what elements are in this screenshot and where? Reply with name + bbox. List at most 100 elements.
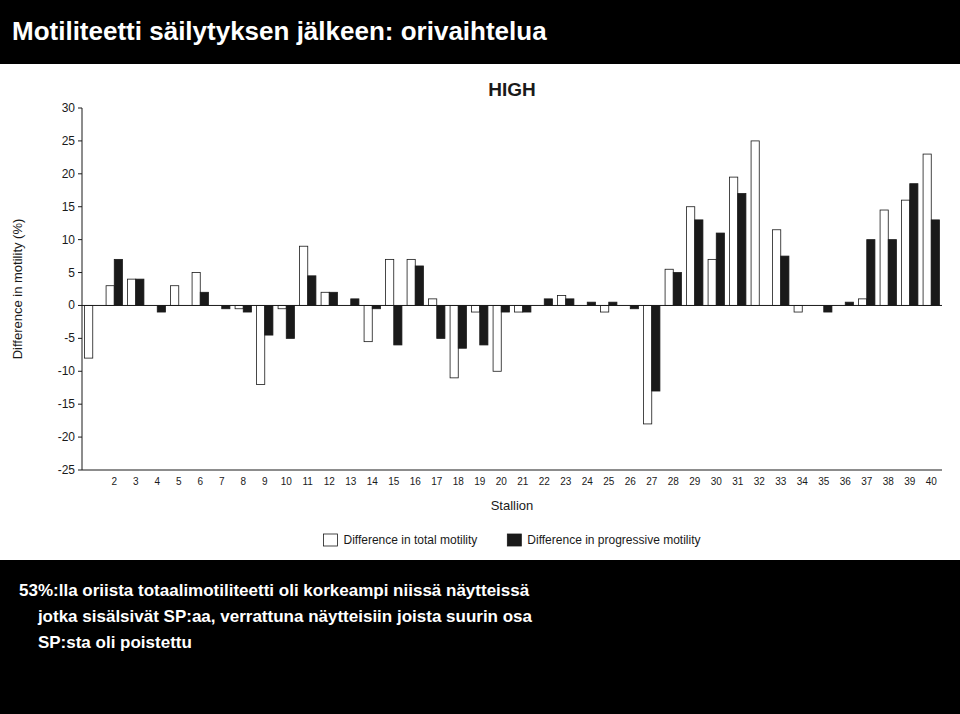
bar xyxy=(566,299,574,306)
x-tick-label: 40 xyxy=(926,476,938,487)
x-tick-label: 21 xyxy=(517,476,529,487)
bar xyxy=(437,305,445,338)
bar xyxy=(781,256,789,305)
x-tick-label: 19 xyxy=(474,476,486,487)
legend-label: Difference in total motility xyxy=(343,533,477,547)
bar xyxy=(493,305,501,371)
bar xyxy=(472,305,480,312)
bar xyxy=(523,305,531,312)
bar xyxy=(644,305,652,423)
x-tick-label: 32 xyxy=(754,476,766,487)
y-tick-label: 25 xyxy=(62,134,76,148)
bar xyxy=(794,305,802,312)
y-tick xyxy=(78,173,82,174)
bar xyxy=(931,220,939,306)
bar xyxy=(730,177,738,305)
x-tick-label: 16 xyxy=(410,476,422,487)
x-tick-label: 28 xyxy=(668,476,680,487)
y-tick xyxy=(78,305,82,306)
bar xyxy=(192,273,200,306)
bar xyxy=(902,200,910,305)
bar xyxy=(329,292,337,305)
y-tick xyxy=(78,206,82,207)
bar xyxy=(652,305,660,391)
x-tick-label: 2 xyxy=(111,476,117,487)
bar xyxy=(407,259,415,305)
bar xyxy=(128,279,136,305)
x-tick-label: 3 xyxy=(133,476,139,487)
legend-swatch xyxy=(323,534,337,546)
bar xyxy=(286,305,294,338)
bar xyxy=(300,246,308,305)
bar xyxy=(450,305,458,377)
bar xyxy=(321,292,329,305)
x-tick-label: 37 xyxy=(861,476,873,487)
bar xyxy=(429,299,437,306)
x-axis-label: Stallion xyxy=(491,498,534,513)
bar xyxy=(386,259,394,305)
x-tick-label: 10 xyxy=(281,476,293,487)
x-tick-label: 15 xyxy=(388,476,400,487)
footer-note: SP:sta oli poistettu xyxy=(19,633,192,652)
legend-swatch xyxy=(507,534,521,546)
bar xyxy=(910,184,918,306)
x-tick-label: 20 xyxy=(496,476,508,487)
bar xyxy=(515,305,523,312)
bar xyxy=(665,269,673,305)
bar xyxy=(364,305,372,341)
bar xyxy=(738,194,746,306)
bar xyxy=(415,266,423,305)
x-tick-label: 36 xyxy=(840,476,852,487)
x-tick-label: 29 xyxy=(689,476,701,487)
bar xyxy=(308,276,316,306)
x-tick-label: 34 xyxy=(797,476,809,487)
bar xyxy=(880,210,888,305)
x-tick-label: 35 xyxy=(818,476,830,487)
y-tick xyxy=(78,437,82,438)
bar xyxy=(394,305,402,344)
y-tick xyxy=(78,108,82,109)
y-tick-label: -5 xyxy=(64,331,75,345)
bar xyxy=(114,259,122,305)
bar xyxy=(265,305,273,335)
bars xyxy=(85,141,940,424)
x-tick-label: 25 xyxy=(603,476,615,487)
bar xyxy=(687,207,695,306)
x-tick-label: 33 xyxy=(775,476,787,487)
y-tick-label: -25 xyxy=(58,463,76,477)
x-tick-label: 11 xyxy=(303,476,314,487)
bar xyxy=(200,292,208,305)
y-tick-label: 20 xyxy=(62,167,76,181)
x-axis xyxy=(82,470,942,471)
x-tick-label: 12 xyxy=(324,476,336,487)
x-tick-label: 38 xyxy=(883,476,895,487)
x-tick-label: 13 xyxy=(345,476,357,487)
legend-label: Difference in progressive motility xyxy=(527,533,700,547)
y-axis-label: Difference in motility (%) xyxy=(10,219,25,360)
x-tick-label: 23 xyxy=(560,476,572,487)
x-tick-label: 27 xyxy=(646,476,658,487)
x-tick-label: 26 xyxy=(625,476,637,487)
bar xyxy=(923,154,931,305)
bar xyxy=(458,305,466,348)
bar xyxy=(136,279,144,305)
x-tick-label: 7 xyxy=(219,476,225,487)
y-tick-label: -15 xyxy=(58,397,76,411)
bar xyxy=(601,305,609,312)
y-tick xyxy=(78,404,82,405)
zero-line xyxy=(82,305,942,306)
subtitle: HIGH xyxy=(488,79,536,100)
bar xyxy=(773,230,781,306)
x-tick-label: 31 xyxy=(732,476,744,487)
bar xyxy=(716,233,724,305)
bar xyxy=(824,305,832,312)
bar xyxy=(859,299,867,306)
bar xyxy=(501,305,509,312)
y-tick xyxy=(78,239,82,240)
bar xyxy=(157,305,165,312)
legend: Difference in total motility Difference i… xyxy=(323,533,700,547)
y-tick-label: -10 xyxy=(58,364,76,378)
panel xyxy=(0,64,960,560)
y-tick-label: -20 xyxy=(58,430,76,444)
bar xyxy=(480,305,488,344)
